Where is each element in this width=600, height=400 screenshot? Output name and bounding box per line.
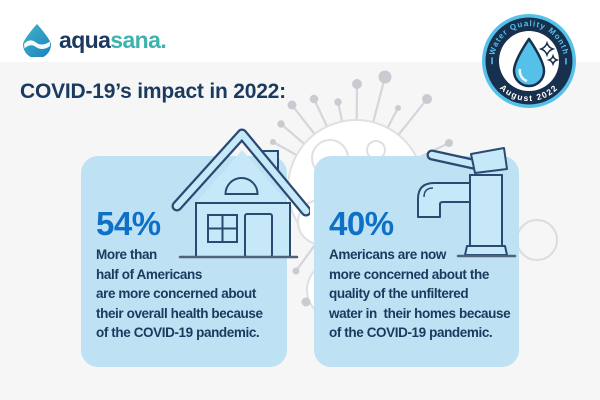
stat-description: Americans are now more concerned about t… [329,247,511,340]
arch-window [224,177,259,195]
faucet-handle [470,147,508,174]
house-icon [171,128,310,259]
door [244,213,273,258]
water-drop-icon [23,24,51,57]
logo-wordmark: aquasana. [59,22,167,58]
aquasana-logo: aquasana. [20,22,167,58]
logo-text-sana: sana. [110,27,167,53]
page-title: COVID-19’s impact in 2022: [20,80,286,103]
faucet-icon [417,147,517,258]
spout [417,182,471,218]
logo-text-aqua: aqua [59,27,111,53]
stat-card-water: 40% Americans are now more concerned abo… [314,156,519,367]
sparkle-icon [546,53,560,67]
faucet-body [469,174,503,248]
faucet-base [464,245,508,256]
stat-value: 54% [96,205,161,242]
sparkle-icon [538,40,556,58]
water-quality-month-badge: Water Quality Month August 2022 [482,14,576,108]
window [207,214,238,243]
badge-water-drop-icon [512,37,560,88]
stat-value: 40% [329,205,394,242]
stat-description: More than half of Americans are more con… [96,247,263,340]
